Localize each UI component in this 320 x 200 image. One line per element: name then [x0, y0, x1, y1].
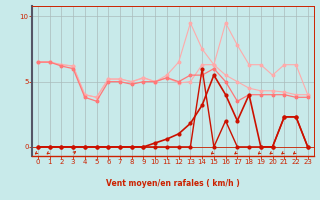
X-axis label: Vent moyen/en rafales ( km/h ): Vent moyen/en rafales ( km/h )	[106, 179, 240, 188]
